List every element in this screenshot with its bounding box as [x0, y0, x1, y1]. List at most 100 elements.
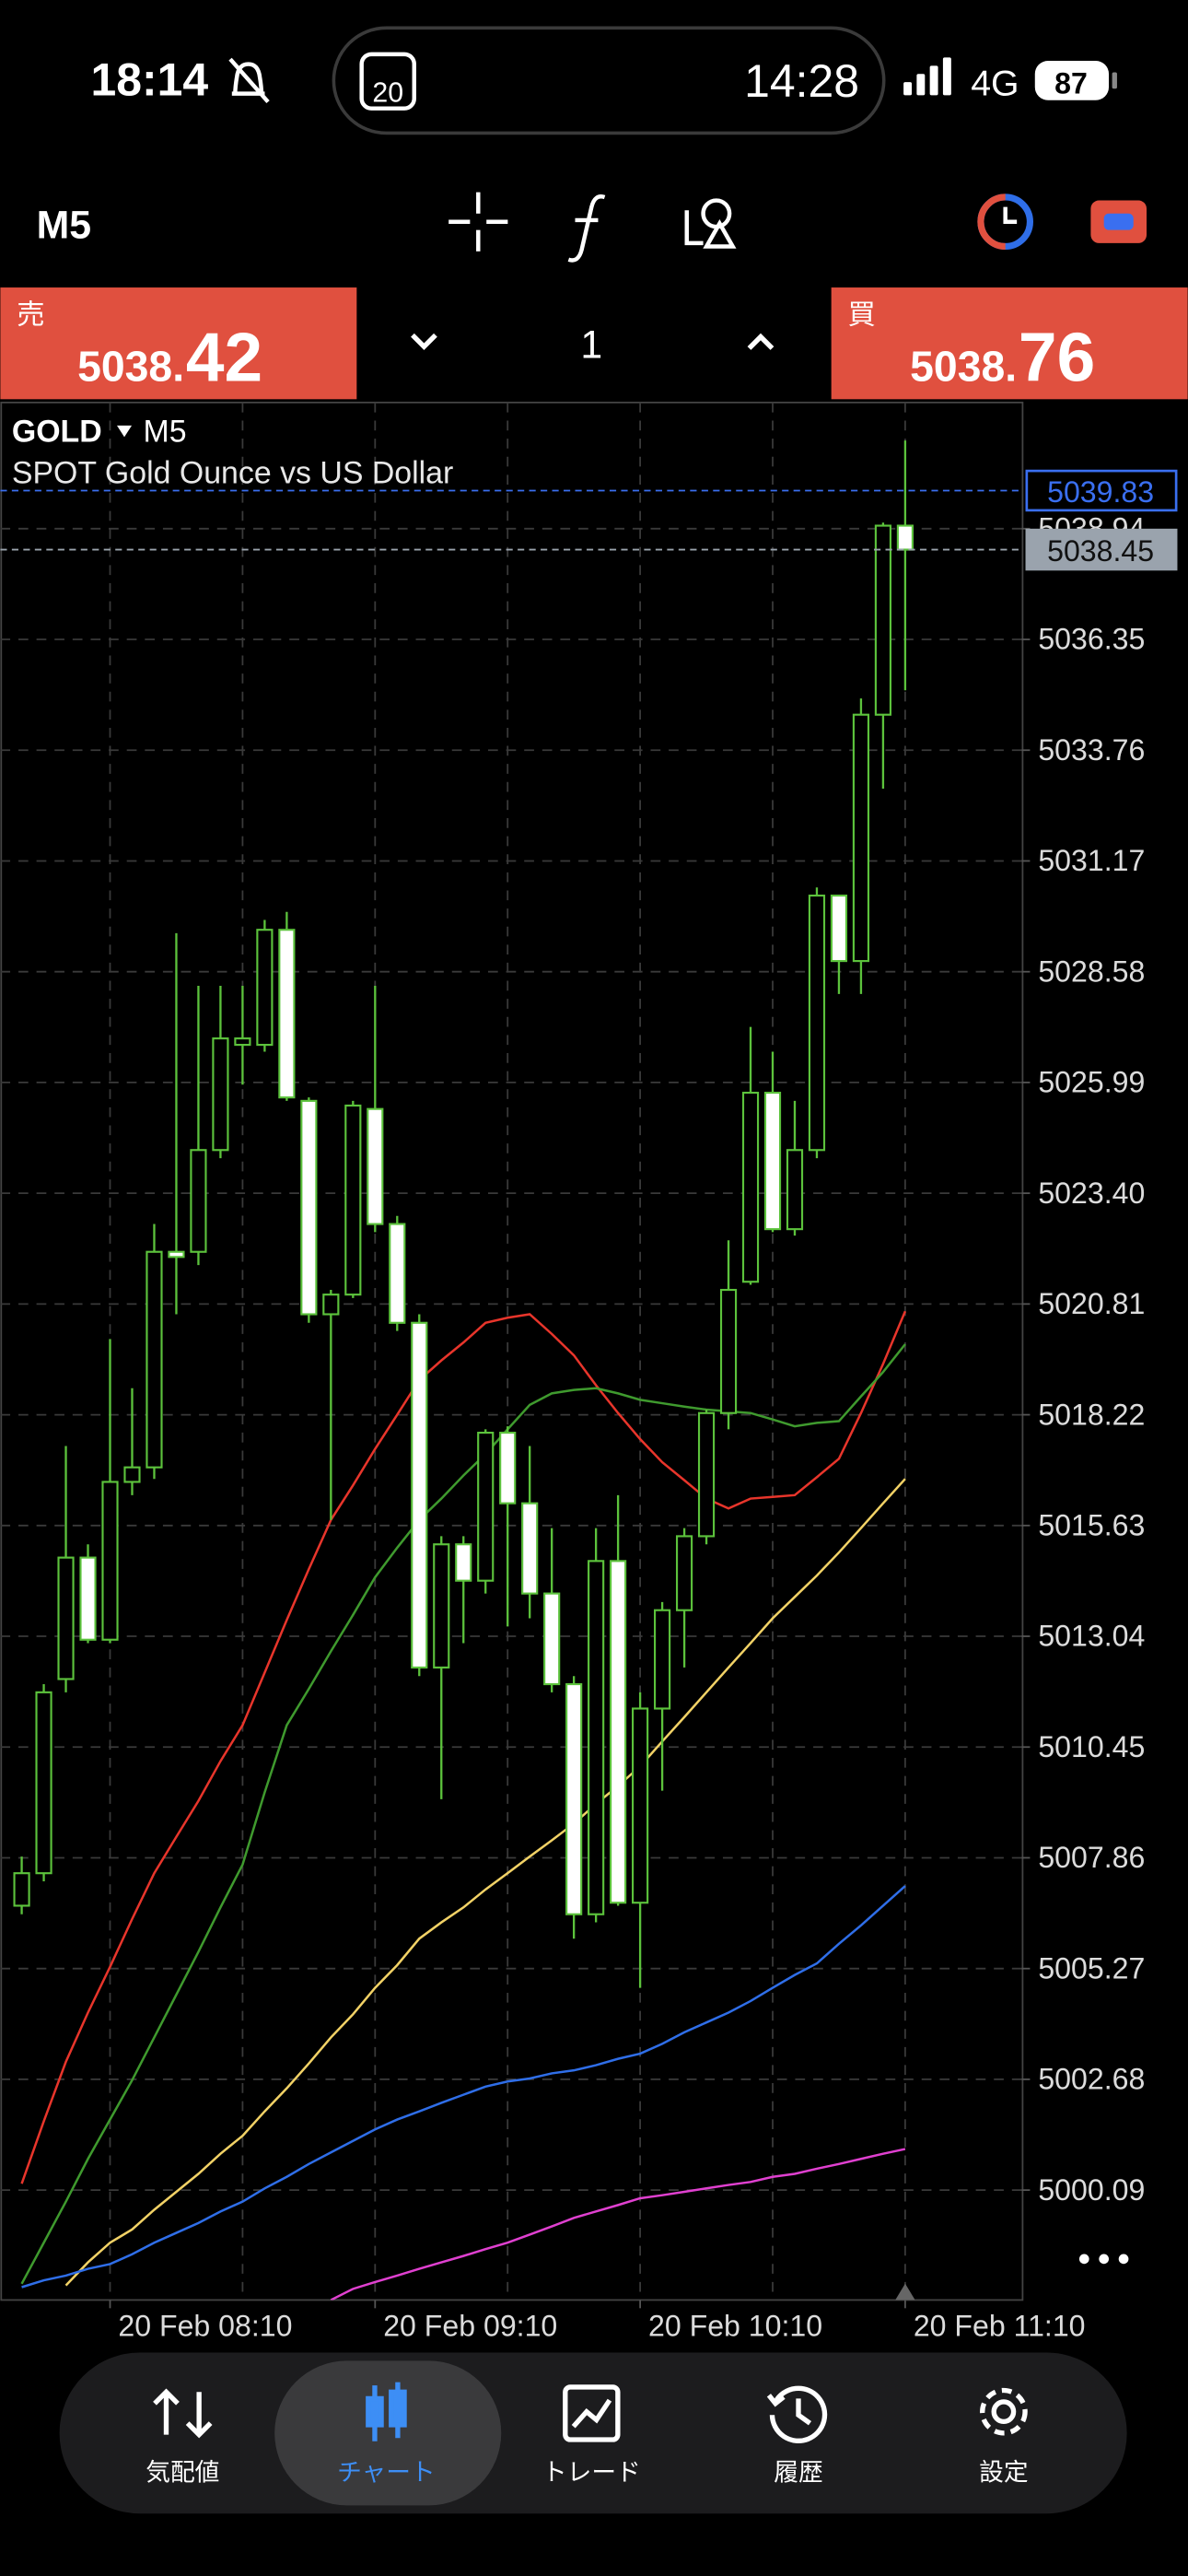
candle-body	[697, 1411, 716, 1538]
chart-tab[interactable]	[366, 2382, 407, 2441]
candle-body	[610, 1560, 627, 1904]
y-tick-label: 5025.99	[1038, 1066, 1145, 1099]
candle-body	[79, 1556, 97, 1641]
tab-label[interactable]: チャート	[337, 2459, 436, 2487]
settings-tab[interactable]	[980, 2387, 1028, 2436]
y-tick-label: 5020.81	[1038, 1287, 1145, 1320]
candle-body	[35, 1691, 52, 1875]
tab-label[interactable]: 設定	[979, 2459, 1028, 2487]
y-tick-label: 5007.86	[1038, 1841, 1145, 1874]
candle-body	[411, 1321, 428, 1669]
sell-button[interactable]	[0, 287, 357, 400]
dynamic-island	[332, 26, 886, 135]
candle-body	[477, 1432, 495, 1582]
tab-label[interactable]: トレード	[542, 2459, 641, 2487]
volume[interactable]: 1	[580, 323, 602, 368]
candle-body	[852, 713, 870, 963]
plot-frame	[0, 401, 1024, 2301]
candle-body	[367, 1107, 384, 1225]
y-tick-label: 5028.58	[1038, 954, 1145, 988]
tab-label[interactable]: 履歴	[774, 2459, 822, 2487]
sell-price-pips: 42	[186, 319, 262, 396]
y-tick-label: 5023.40	[1038, 1177, 1145, 1210]
candle-body	[212, 1037, 229, 1152]
buy-button[interactable]	[831, 287, 1188, 400]
ma-line	[330, 2148, 906, 2301]
indicators-button[interactable]	[567, 194, 606, 263]
more-button[interactable]	[1078, 2254, 1129, 2265]
chart: 5038.945036.355033.765031.175028.585025.…	[0, 402, 1178, 2343]
candle-body	[499, 1432, 517, 1505]
candle-body	[190, 1149, 207, 1253]
y-tick-label: 5033.76	[1038, 733, 1145, 767]
y-tick-label: 5000.09	[1038, 2173, 1145, 2207]
candle-body	[874, 524, 892, 716]
chart-shift-marker	[895, 2283, 915, 2301]
calendar-icon	[359, 52, 416, 111]
tab-label[interactable]: 気配値	[146, 2459, 219, 2487]
candle-body	[278, 929, 296, 1099]
y-tick-label: 5002.68	[1038, 2063, 1145, 2096]
one-click-button[interactable]	[977, 193, 1033, 251]
candle-body	[763, 1091, 782, 1231]
buy-price-pips: 76	[1019, 319, 1095, 396]
calendar-day: 20	[372, 78, 403, 109]
chart-title: SPOT Gold Ounce vs US Dollar	[12, 455, 453, 490]
symbol: GOLD	[12, 415, 102, 450]
sell-label: 売	[17, 299, 44, 330]
y-tick-label: 5031.17	[1038, 844, 1145, 877]
candle-body	[433, 1543, 450, 1669]
price-label: 5039.83	[1047, 475, 1154, 509]
candle-body	[675, 1535, 693, 1611]
objects-button[interactable]	[684, 198, 737, 249]
volume-up[interactable]	[747, 333, 775, 350]
plot	[13, 440, 914, 2301]
price-label-box	[1025, 469, 1178, 512]
nav-labels: 気配値 チャート トレード 履歴 設定	[146, 2459, 1028, 2487]
candle-body	[256, 929, 274, 1047]
chart-timeframe: M5	[144, 415, 187, 450]
trade-tab[interactable]	[563, 2384, 621, 2442]
ma-line	[64, 1478, 906, 2287]
candle-body	[565, 1682, 583, 1915]
x-tick-label: 20 Feb 08:10	[118, 2310, 292, 2343]
candle-body	[521, 1502, 539, 1595]
x-tick-label: 20 Feb 10:10	[648, 2310, 822, 2343]
candle-body	[455, 1543, 472, 1582]
buy-price: 5038.	[910, 343, 1017, 391]
history-tab[interactable]	[766, 2385, 828, 2444]
candle-body	[808, 895, 826, 1152]
candle-body	[57, 1556, 75, 1680]
volume-down[interactable]	[411, 333, 437, 351]
island-time: 14:28	[744, 55, 859, 107]
candle-body	[543, 1592, 561, 1686]
y-tick-label: 5018.22	[1038, 1398, 1145, 1431]
ma-line	[20, 1310, 907, 2184]
price-label-box	[1025, 528, 1178, 571]
signal-icon	[903, 57, 951, 96]
ma-line	[20, 1343, 906, 2285]
crosshair-button[interactable]	[448, 192, 508, 252]
price-label: 5038.45	[1047, 534, 1154, 568]
y-tick-label: 5005.27	[1038, 1951, 1145, 1985]
battery-nub	[1112, 72, 1117, 89]
account-button[interactable]	[1090, 200, 1147, 243]
y-tick-label: 5036.35	[1038, 623, 1145, 656]
candle-body	[300, 1099, 318, 1316]
candle-body	[786, 1149, 804, 1231]
quotes-tab[interactable]	[153, 2388, 213, 2439]
candle-body	[101, 1481, 119, 1641]
buy-label: 買	[847, 299, 875, 330]
candle-body	[632, 1707, 649, 1904]
candle-body	[741, 1091, 760, 1283]
timeframe-button[interactable]: M5	[37, 204, 91, 248]
symbol-dropdown[interactable]	[116, 425, 133, 438]
candle-body	[123, 1466, 141, 1483]
candle-body	[344, 1104, 362, 1296]
candle-body	[588, 1560, 605, 1915]
battery-level: 87	[1054, 67, 1088, 100]
candle-body	[719, 1288, 738, 1414]
y-tick-label: 5010.45	[1038, 1730, 1145, 1763]
candle-body	[168, 1250, 185, 1259]
